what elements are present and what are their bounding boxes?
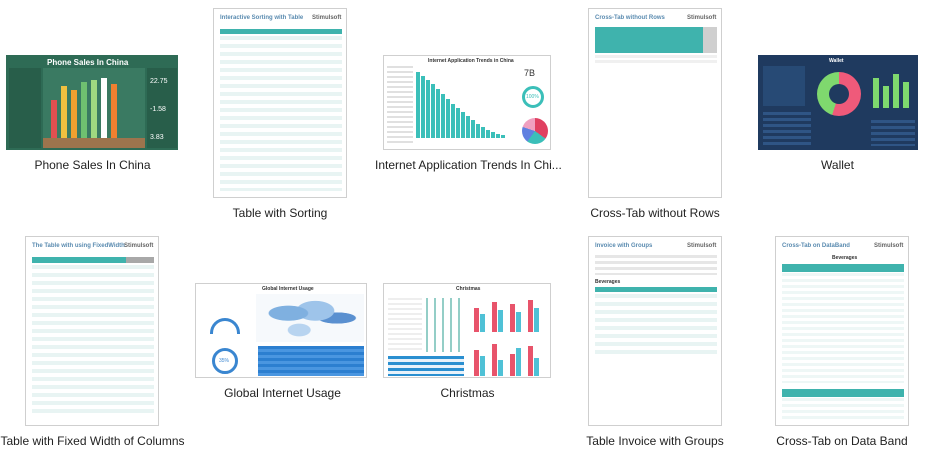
preview-fixed-rows: [32, 265, 154, 417]
preview-crossband-rows: [782, 273, 904, 383]
preview-christmas-mid: [426, 298, 462, 352]
thumbnail-invoice-groups[interactable]: Invoice with Groups Stimulsoft Beverages: [588, 236, 722, 426]
preview-invoice-header: [595, 287, 717, 292]
preview-wallet-bars: [871, 70, 915, 108]
thumbnail-wallet[interactable]: Wallet: [758, 55, 918, 150]
preview-side-list: [387, 66, 413, 146]
thumbnail-internet-trends[interactable]: Internet Application Trends in China 7B …: [383, 55, 551, 150]
thumbnail-crosstab-without-rows[interactable]: Cross-Tab without Rows Stimulsoft: [588, 8, 722, 198]
thumbnail-fixed-width-table[interactable]: The Table with using FixedWidth Stimulso…: [25, 236, 159, 426]
caption-wallet[interactable]: Wallet: [821, 158, 854, 172]
preview-card-panel: [763, 66, 805, 106]
caption-crosstab-databand[interactable]: Cross-Tab on Data Band: [776, 434, 908, 448]
tile-phone-sales[interactable]: Phone Sales In China 22.75 -1.58 3.83 Ph…: [0, 0, 185, 185]
preview-wallet-list: [763, 112, 811, 146]
thumbnail-crosstab-databand[interactable]: Cross-Tab on DataBand Stimulsoft Beverag…: [775, 236, 909, 426]
preview-crossband-header: [782, 264, 904, 272]
tile-fixed-width-table[interactable]: The Table with using FixedWidth Stimulso…: [0, 228, 185, 453]
tile-crosstab-databand[interactable]: Cross-Tab on DataBand Stimulsoft Beverag…: [767, 228, 917, 453]
tile-invoice-groups[interactable]: Invoice with Groups Stimulsoft Beverages…: [580, 228, 730, 453]
preview-crosstab-total: [703, 27, 717, 53]
caption-internet-trends[interactable]: Internet Application Trends In Chi...: [375, 158, 562, 172]
preview-gauge-half: [210, 318, 240, 334]
preview-blue-table: [258, 346, 364, 376]
preview-left-list: [9, 68, 41, 148]
preview-table-rows: [220, 36, 342, 191]
caption-crosstab-without-rows[interactable]: Cross-Tab without Rows: [590, 206, 720, 220]
preview-invoice-rows: [595, 294, 717, 354]
tile-table-sorting[interactable]: Interactive Sorting with Table Stimulsof…: [205, 0, 355, 225]
tile-crosstab-without-rows[interactable]: Cross-Tab without Rows Stimulsoft Cross-…: [580, 0, 730, 225]
preview-title: Phone Sales In China: [47, 58, 129, 67]
preview-wallet-table: [871, 120, 915, 146]
preview-world-map: [256, 294, 364, 342]
caption-table-sorting[interactable]: Table with Sorting: [232, 206, 328, 220]
tile-christmas[interactable]: Christmas Christmas: [375, 228, 560, 413]
preview-christmas-bars-top: [470, 296, 548, 332]
thumbnail-table-sorting[interactable]: Interactive Sorting with Table Stimulsof…: [213, 8, 347, 198]
caption-invoice-groups[interactable]: Table Invoice with Groups: [586, 434, 724, 448]
preview-invoice-info: [595, 255, 717, 275]
preview-crosstab-row: [595, 55, 717, 65]
preview-pie: [522, 118, 548, 144]
preview-table-header: [220, 29, 342, 34]
preview-bar-chart: [43, 68, 145, 148]
preview-crossband-rows-2: [782, 398, 904, 422]
caption-phone-sales[interactable]: Phone Sales In China: [34, 158, 151, 172]
tile-wallet[interactable]: Wallet Wallet: [750, 0, 933, 185]
preview-fixed-header-gray: [126, 257, 154, 263]
preview-christmas-table: [388, 356, 464, 376]
preview-crossband-header-2: [782, 389, 904, 397]
preview-fixed-header: [32, 257, 126, 263]
preview-gauge: 100%: [522, 86, 544, 108]
tile-internet-trends[interactable]: Internet Application Trends in China 7B …: [375, 0, 562, 185]
preview-christmas-bars-bottom: [470, 338, 548, 376]
caption-global-internet[interactable]: Global Internet Usage: [224, 386, 341, 400]
caption-christmas[interactable]: Christmas: [440, 386, 495, 400]
preview-trend-bars: [416, 68, 516, 138]
thumbnail-global-internet[interactable]: Global Internet Usage 35%: [195, 283, 367, 378]
caption-fixed-width-table[interactable]: Table with Fixed Width of Columns: [0, 434, 185, 448]
preview-donut: [817, 72, 861, 116]
preview-kpi-panel: 22.75 -1.58 3.83: [147, 68, 177, 148]
thumbnail-phone-sales[interactable]: Phone Sales In China 22.75 -1.58 3.83: [6, 55, 178, 150]
thumbnail-christmas[interactable]: Christmas: [383, 283, 551, 378]
preview-ring: 35%: [212, 348, 238, 374]
preview-christmas-list: [388, 298, 422, 352]
tile-global-internet[interactable]: Global Internet Usage 35% Global Interne…: [190, 228, 375, 413]
preview-crosstab-header: [595, 27, 703, 53]
